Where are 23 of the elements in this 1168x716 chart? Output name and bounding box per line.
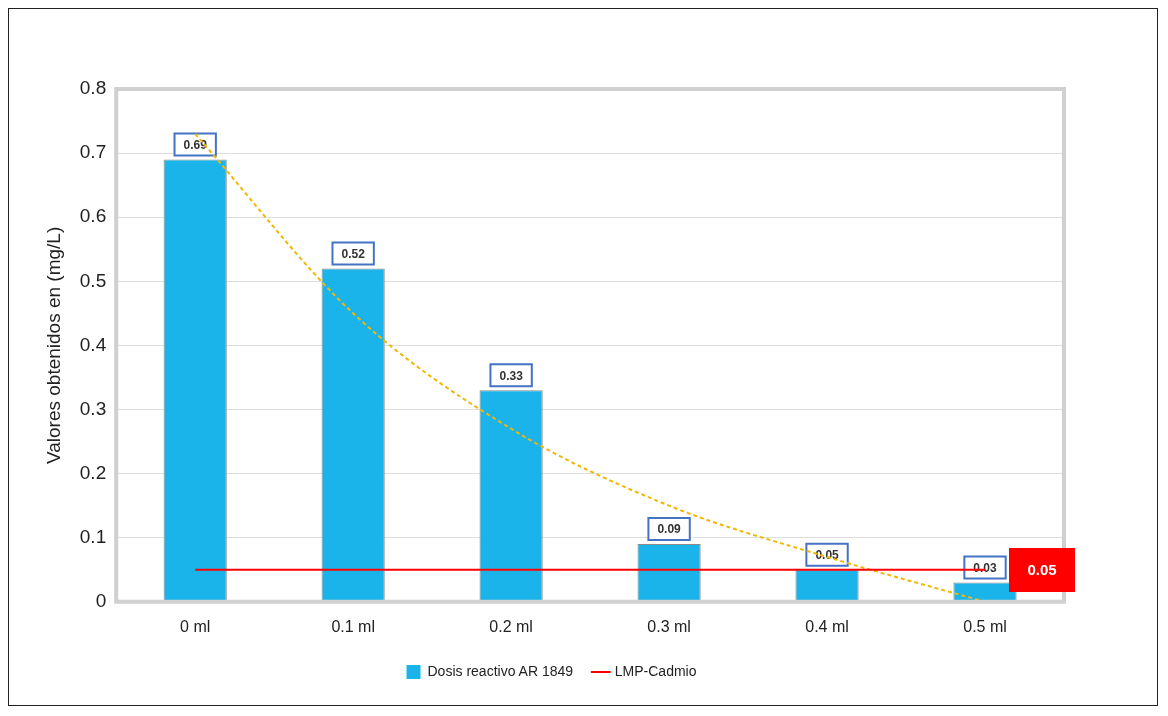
data-label: 0.33: [499, 368, 524, 383]
y-tick-label: 0.6: [79, 205, 107, 227]
x-tick-label: 0.4 ml: [805, 617, 849, 635]
y-tick-label: 0.1: [79, 525, 107, 547]
label-tag: 0.05: [1009, 547, 1075, 592]
y-tick-label: 0.4: [79, 333, 107, 355]
data-label: 0.52: [341, 246, 366, 261]
x-tick-label: 0.2 ml: [489, 617, 533, 635]
y-tick-label: 0.2: [79, 461, 107, 483]
y-tick-label: 0.8: [79, 77, 107, 99]
x-tick-label: 0.5 ml: [963, 617, 1007, 635]
x-tick-label: 0.1 ml: [331, 617, 375, 635]
x-tick-label: 0.3 ml: [647, 617, 691, 635]
y-tick-label: 0.3: [79, 397, 107, 419]
y-tick-label: 0.7: [79, 141, 107, 163]
x-tick-label: 0 ml: [180, 617, 211, 635]
legend-label: LMP-Cadmio: [614, 662, 697, 679]
y-tick-label: 0.5: [79, 269, 107, 291]
y-tick-label: 0: [95, 590, 107, 612]
y-axis-title: Valores obtenidos en (mg/L): [42, 226, 64, 465]
data-label: 0.09: [657, 522, 682, 537]
data-label: 0.69: [183, 137, 208, 152]
legend-label: Dosis reactivo AR 1849: [427, 662, 574, 679]
